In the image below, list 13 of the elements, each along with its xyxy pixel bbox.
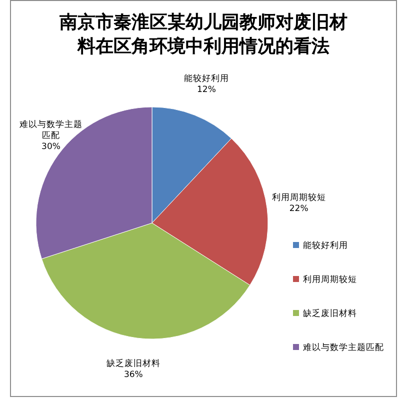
slice-label: 难以与数学主题匹配 xyxy=(18,120,84,142)
data-label: 30% xyxy=(40,142,62,152)
legend-label: 能较好利用 xyxy=(303,240,348,251)
data-label: 36% xyxy=(122,370,144,381)
slice-label: 利用周期较短 xyxy=(272,193,326,204)
slice-label: 缺乏废旧材料 xyxy=(106,358,160,370)
legend-label: 难以与数学主题匹配 xyxy=(303,342,384,353)
data-label: 12% xyxy=(196,85,217,96)
chart-title: 南京市秦淮区某幼儿园教师对废旧材料在区角环境中利用情况的看法 xyxy=(58,12,348,57)
legend-label: 缺乏废旧材料 xyxy=(303,308,357,319)
slice-label: 能较好利用 xyxy=(184,74,229,86)
legend-label: 利用周期较短 xyxy=(303,274,357,285)
data-label: 22% xyxy=(288,204,310,216)
